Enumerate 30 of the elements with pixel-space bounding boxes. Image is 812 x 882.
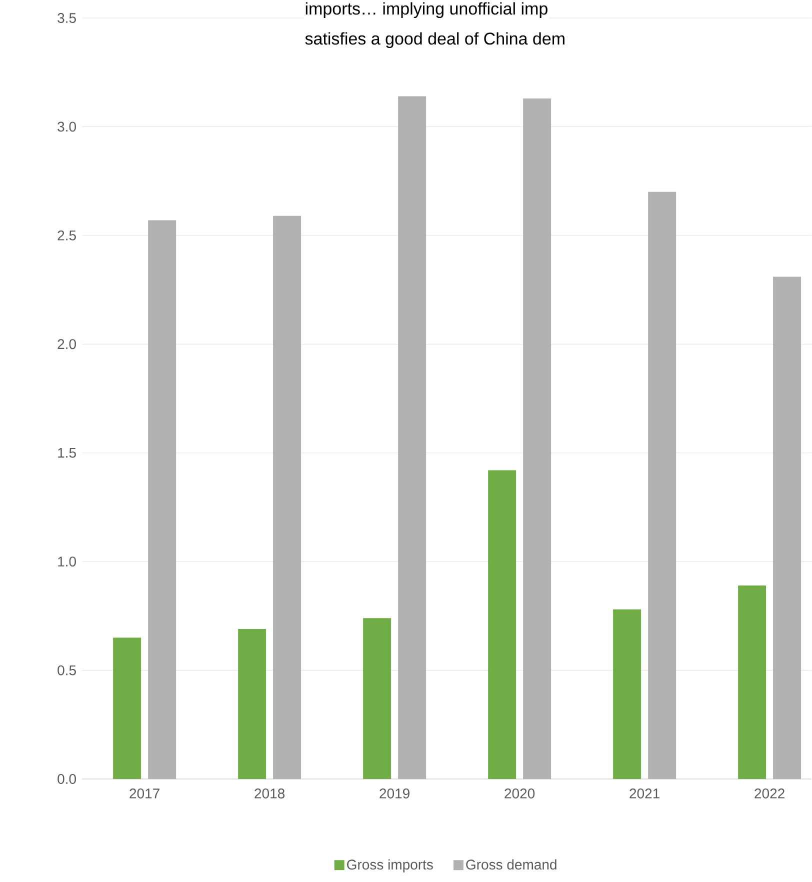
- y-tick-label: 0.5: [58, 665, 76, 676]
- bar: [773, 276, 802, 779]
- y-tick-label: 3.5: [58, 13, 76, 23]
- bar: [488, 470, 516, 779]
- x-tick-label: 2019: [380, 788, 410, 798]
- y-tick-label: 2.5: [58, 230, 76, 240]
- y-tick-label: 2.0: [58, 339, 76, 350]
- bar: [113, 638, 142, 779]
- bar: [738, 585, 766, 779]
- annotation: imports… implying unofficial imp: [306, 2, 548, 18]
- x-tick-label: 2021: [630, 788, 660, 798]
- x-tick-label: 2020: [504, 788, 535, 798]
- bar: [238, 628, 266, 779]
- bar: [398, 96, 426, 779]
- legend-label: Gross demand: [466, 859, 557, 870]
- y-tick-label: 0.0: [58, 774, 76, 784]
- bar: [273, 216, 302, 779]
- bar: [613, 609, 642, 779]
- bar: [648, 192, 676, 779]
- bar: [148, 220, 176, 779]
- x-tick-label: 2018: [254, 788, 285, 798]
- y-tick-label: 1.5: [58, 448, 76, 458]
- bar: [363, 618, 392, 779]
- y-tick-label: 3.0: [58, 122, 76, 132]
- x-tick-label: 2017: [130, 788, 160, 798]
- x-tick-label: 2022: [754, 788, 785, 798]
- y-tick-label: 1.0: [58, 556, 76, 567]
- annotation: satisfies a good deal of China dem: [305, 32, 565, 48]
- legend-label: Gross imports: [347, 859, 434, 872]
- bar: [523, 98, 552, 779]
